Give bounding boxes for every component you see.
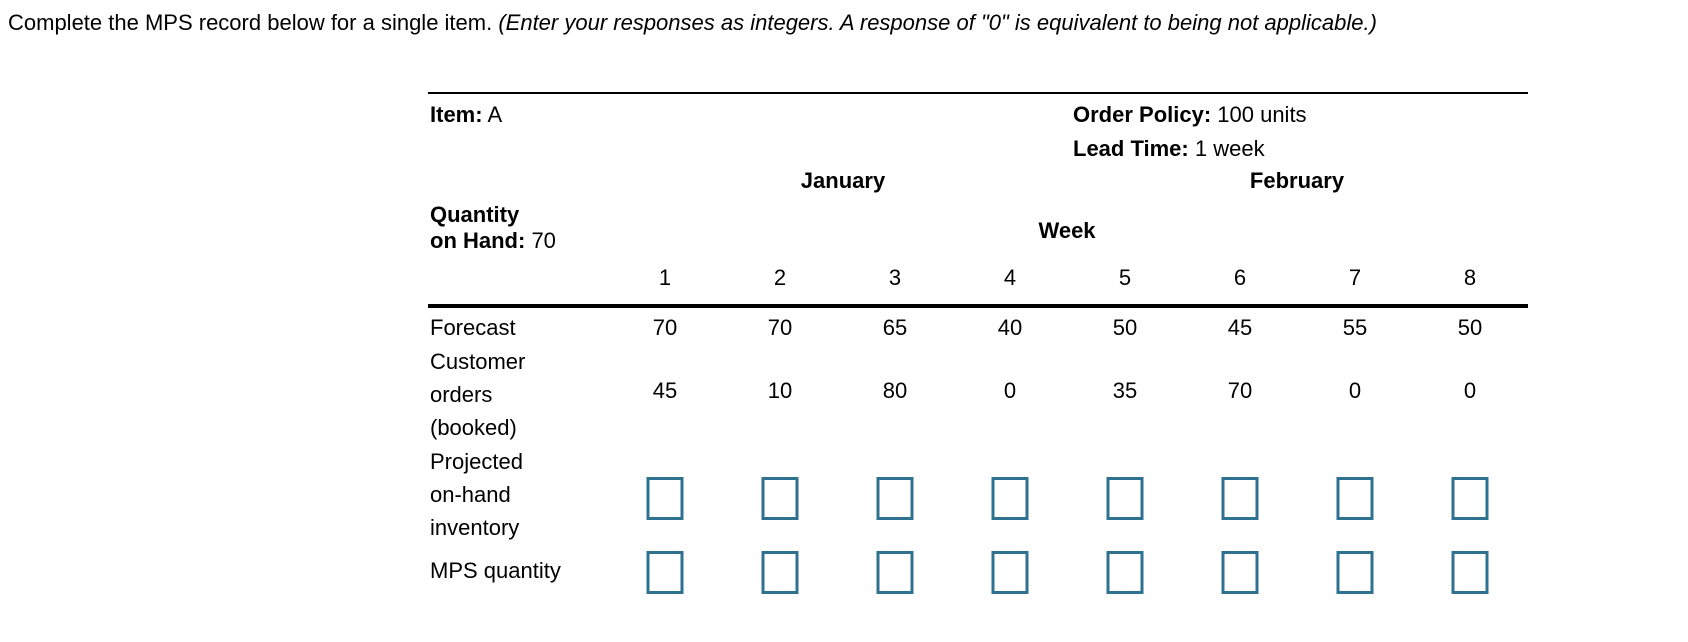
week-number: 8 [1463, 265, 1477, 290]
mps-quantity-input-week-6[interactable] [1221, 551, 1259, 594]
order-policy-value: 100 units [1211, 102, 1307, 127]
item-value: A [482, 102, 503, 127]
customer-orders-label-line2: orders [430, 382, 493, 407]
week-number: 6 [1233, 265, 1247, 290]
customer-orders-label-line3: (booked) [430, 415, 517, 440]
customer-orders-value: 70 [1227, 378, 1253, 403]
forecast-value: 50 [1112, 315, 1138, 340]
mps-quantity-input-week-8[interactable] [1451, 551, 1489, 594]
lead-time-label: Lead Time: [1073, 136, 1189, 161]
instruction-note: (Enter your responses as integers. A res… [498, 10, 1377, 35]
projected-inventory-input-week-7[interactable] [1336, 477, 1374, 520]
forecast-value: 50 [1457, 315, 1483, 340]
week-number: 5 [1118, 265, 1132, 290]
mps-quantity-input-week-3[interactable] [876, 551, 914, 594]
qoh-label-line2: on Hand: [430, 228, 526, 254]
instruction-text: Complete the MPS record below for a sing… [8, 10, 1377, 36]
week-header: Week [1038, 218, 1096, 243]
week-number: 3 [888, 265, 902, 290]
customer-orders-value: 0 [1003, 378, 1017, 403]
forecast-value: 65 [882, 315, 908, 340]
table-heavy-rule [428, 304, 1528, 308]
week-number: 1 [658, 265, 672, 290]
forecast-value: 40 [997, 315, 1023, 340]
forecast-value: 70 [767, 315, 793, 340]
projected-inventory-label-line3: inventory [430, 515, 520, 540]
item-label: Item: [430, 102, 483, 127]
mps-quantity-label: MPS quantity [430, 558, 561, 583]
projected-inventory-input-week-6[interactable] [1221, 477, 1259, 520]
forecast-value: 55 [1342, 315, 1368, 340]
week-number: 4 [1003, 265, 1017, 290]
qoh-value: 70 [525, 228, 556, 254]
projected-inventory-input-week-1[interactable] [646, 477, 684, 520]
week-number: 7 [1348, 265, 1362, 290]
mps-quantity-input-week-1[interactable] [646, 551, 684, 594]
projected-inventory-input-week-3[interactable] [876, 477, 914, 520]
projected-inventory-label-line1: Projected [430, 449, 523, 474]
mps-quantity-input-week-2[interactable] [761, 551, 799, 594]
customer-orders-value: 45 [652, 378, 678, 403]
order-policy-label: Order Policy: [1073, 102, 1212, 127]
customer-orders-label-line1: Customer [430, 349, 526, 374]
week-number: 2 [773, 265, 787, 290]
customer-orders-value: 35 [1112, 378, 1138, 403]
forecast-value: 45 [1227, 315, 1253, 340]
mps-quantity-input-week-4[interactable] [991, 551, 1029, 594]
item-field: Item: A [430, 102, 502, 128]
mps-quantity-input-week-7[interactable] [1336, 551, 1374, 594]
projected-inventory-input-week-4[interactable] [991, 477, 1029, 520]
lead-time-field: Lead Time: 1 week [1073, 136, 1265, 162]
customer-orders-value: 10 [767, 378, 793, 403]
quantity-on-hand-field: Quantity on Hand: 70 [430, 202, 556, 255]
forecast-row-label: Forecast [430, 315, 516, 340]
customer-orders-value: 80 [882, 378, 908, 403]
customer-orders-value: 0 [1348, 378, 1362, 403]
month-header-february: February [1249, 168, 1345, 193]
customer-orders-value: 0 [1463, 378, 1477, 403]
projected-inventory-input-week-5[interactable] [1106, 477, 1144, 520]
table-top-rule [428, 92, 1528, 94]
mps-quantity-input-week-5[interactable] [1106, 551, 1144, 594]
projected-inventory-input-week-8[interactable] [1451, 477, 1489, 520]
projected-inventory-input-week-2[interactable] [761, 477, 799, 520]
lead-time-value: 1 week [1188, 136, 1265, 161]
month-header-january: January [800, 168, 886, 193]
order-policy-field: Order Policy: 100 units [1073, 102, 1307, 128]
forecast-value: 70 [652, 315, 678, 340]
qoh-label-line1: Quantity [430, 202, 520, 227]
instruction-main: Complete the MPS record below for a sing… [8, 10, 499, 35]
projected-inventory-label-line2: on-hand [430, 482, 511, 507]
